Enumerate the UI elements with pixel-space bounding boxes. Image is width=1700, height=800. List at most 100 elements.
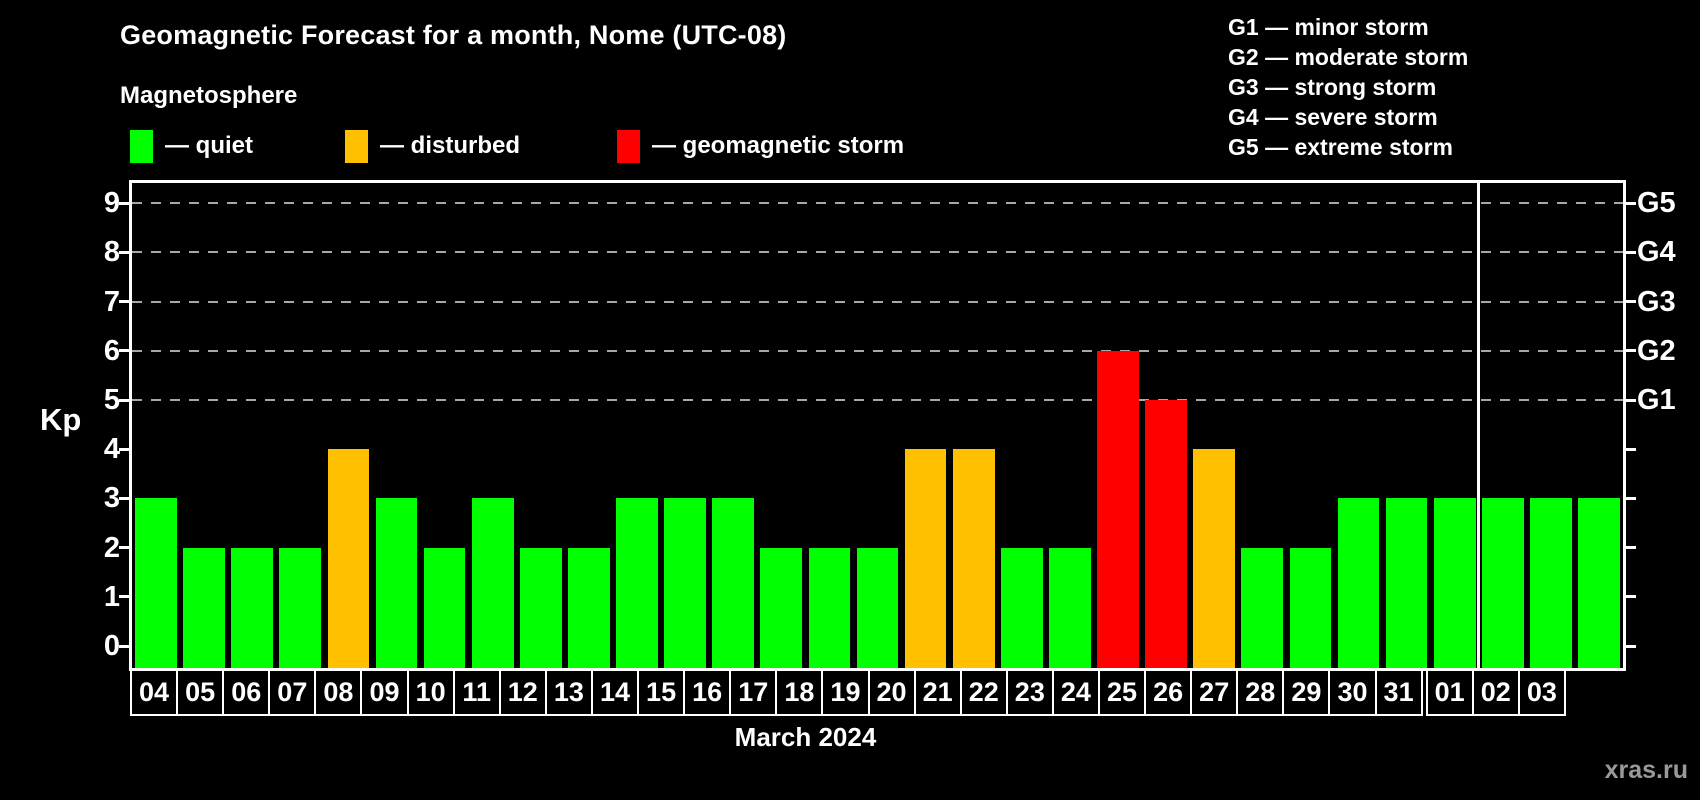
day-label-01: 01 (1425, 669, 1474, 716)
y-tick-label-2: 2 (103, 531, 120, 564)
kp-bar-day-01 (1481, 498, 1524, 668)
day-label-29: 29 (1282, 669, 1331, 716)
day-label-11: 11 (452, 669, 501, 716)
left-axis-tick-2 (119, 546, 132, 550)
day-label-04: 04 (130, 669, 179, 716)
y-tick-label-3: 3 (103, 482, 120, 515)
day-label-21: 21 (913, 669, 962, 716)
kp-bar-day-21 (952, 449, 995, 668)
legend-label-disturbed: — disturbed (380, 132, 521, 159)
left-axis-tick-6 (119, 349, 132, 353)
kp-bar-day-15 (664, 498, 706, 668)
right-axis-tick-5 (1623, 398, 1636, 402)
kp-bar-day-18 (808, 547, 851, 668)
day-label-02: 02 (1471, 669, 1520, 716)
kp-bar-day-25 (1145, 400, 1187, 668)
x-axis-day-labels: 04 05 06 07 08 09 10 11 12 13 14 15 16 17 18 19 20 21 22 23… (130, 669, 1566, 716)
kp-bar-day-06 (231, 547, 274, 668)
legend-item-disturbed: — disturbed (345, 129, 520, 163)
day-label-27: 27 (1190, 669, 1239, 716)
left-axis-tick-3 (119, 496, 132, 500)
g-scale-label-g1: G1 (1637, 384, 1676, 416)
kp-bar-day-12 (519, 547, 562, 668)
right-axis-tick-8 (1623, 250, 1636, 254)
day-label-18: 18 (775, 669, 824, 716)
day-label-16: 16 (683, 669, 732, 716)
gridline-kp-9 (132, 202, 1623, 205)
day-label-17: 17 (729, 669, 778, 716)
day-label-15: 15 (637, 669, 686, 716)
disturbed-color-swatch-icon (345, 129, 368, 163)
day-label-30: 30 (1328, 669, 1377, 716)
day-label-14: 14 (590, 669, 640, 716)
g-scale-label-g5: G5 (1637, 187, 1676, 220)
left-axis-tick-1 (119, 595, 132, 599)
y-tick-label-8: 8 (103, 236, 120, 269)
legend-item-quiet: — quiet (130, 129, 253, 163)
kp-bar-day-22 (1000, 547, 1043, 668)
day-label-05: 05 (176, 669, 225, 716)
y-tick-label-9: 9 (103, 187, 120, 220)
kp-bar-day-03 (1578, 498, 1620, 668)
right-axis-tick-7 (1623, 300, 1636, 304)
day-label-20: 20 (867, 669, 916, 716)
storm-scale-line-g3: G3 — strong storm (1228, 74, 1437, 100)
chart-subtitle: Magnetosphere (120, 82, 298, 109)
gridline-kp-5 (132, 399, 1623, 401)
left-axis-tick-7 (119, 300, 132, 304)
kp-bar-day-30 (1385, 498, 1428, 668)
day-label-26: 26 (1144, 669, 1193, 716)
kp-bar-day-14 (616, 498, 658, 668)
gridline-kp-8 (132, 251, 1623, 254)
day-label-24: 24 (1051, 669, 1100, 716)
y-tick-label-0: 0 (103, 630, 120, 662)
kp-bar-day-09 (375, 498, 418, 668)
right-axis-tick-3 (1623, 496, 1636, 500)
kp-bar-day-11 (471, 498, 514, 668)
y-tick-label-5: 5 (103, 384, 120, 416)
quiet-color-swatch-icon (130, 129, 153, 163)
day-label-13: 13 (544, 669, 593, 716)
left-axis-tick-5 (119, 398, 132, 402)
day-label-28: 28 (1236, 669, 1285, 716)
storm-scale-line-g2: G2 — moderate storm (1228, 44, 1469, 70)
day-label-08: 08 (314, 669, 363, 716)
right-axis-tick-6 (1623, 349, 1636, 353)
day-label-25: 25 (1097, 669, 1147, 716)
y-tick-label-7: 7 (103, 285, 120, 318)
kp-bar-day-07 (279, 547, 322, 668)
kp-bar-day-20 (904, 449, 947, 668)
chart-title: Geomagnetic Forecast for a month, Nome (… (120, 20, 787, 50)
storm-color-swatch-icon (617, 129, 640, 163)
day-label-09: 09 (360, 669, 409, 716)
month-label: March 2024 (734, 722, 877, 752)
plot-area (119, 180, 1636, 671)
day-label-31: 31 (1374, 669, 1423, 716)
kp-bar-day-08 (327, 449, 370, 668)
day-label-07: 07 (268, 669, 317, 716)
kp-bar-day-23 (1049, 547, 1091, 668)
kp-bar-day-10 (423, 547, 466, 668)
storm-scale-line-g5: G5 — extreme storm (1228, 134, 1453, 160)
left-axis-tick-9 (119, 201, 132, 205)
day-label-23: 23 (1005, 669, 1054, 716)
legend-label-storm: — geomagnetic storm (652, 132, 905, 159)
y-tick-label-4: 4 (103, 433, 120, 466)
kp-bar-day-05 (183, 547, 225, 668)
gridline-kp-6 (132, 349, 1623, 352)
kp-bar-day-02 (1530, 498, 1572, 668)
right-axis-tick-0 (1623, 644, 1636, 648)
kp-bar-day-28 (1289, 547, 1332, 668)
day-label-06: 06 (222, 669, 271, 716)
kp-bar-day-17 (760, 547, 803, 668)
y-tick-label-1: 1 (103, 580, 120, 613)
y-tick-label-6: 6 (103, 334, 120, 367)
g-scale-label-g2: G2 (1637, 334, 1676, 367)
right-axis-tick-2 (1623, 546, 1636, 550)
left-axis-tick-4 (119, 447, 132, 451)
kp-bar-day-31 (1433, 498, 1476, 668)
kp-bar-day-16 (712, 498, 755, 668)
kp-bar-day-04 (135, 498, 177, 668)
day-label-19: 19 (821, 669, 870, 716)
